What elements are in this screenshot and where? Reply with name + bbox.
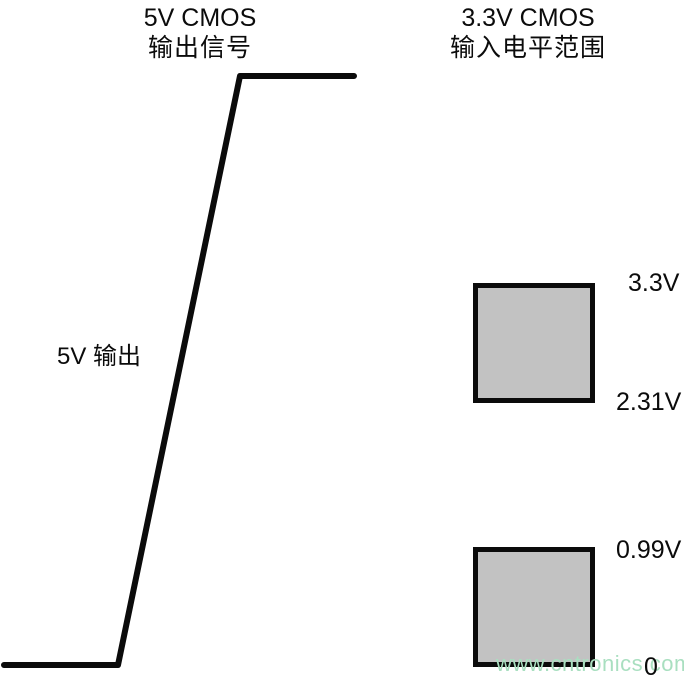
level-label-0: 0 [644, 653, 658, 681]
signal-rising-edge [1, 73, 357, 668]
left-header: 5V CMOS 输出信号 [100, 3, 300, 63]
input-low-range-box [473, 547, 595, 667]
right-header-line2: 输入电平范围 [449, 34, 606, 62]
right-header-line1: 3.3V CMOS [461, 4, 595, 32]
input-high-range-box [473, 283, 595, 403]
right-header: 3.3V CMOS 输入电平范围 [428, 3, 628, 63]
watermark-text: www.cntronics.com [496, 651, 684, 676]
level-label-3v3: 3.3V [628, 269, 680, 297]
level-label-0v99: 0.99V [616, 536, 682, 564]
level-label-2v31: 2.31V [616, 388, 682, 416]
output-signal-label: 5V 输出 [57, 343, 142, 370]
left-header-line2: 输出信号 [147, 34, 252, 62]
left-header-line1: 5V CMOS [143, 4, 257, 32]
